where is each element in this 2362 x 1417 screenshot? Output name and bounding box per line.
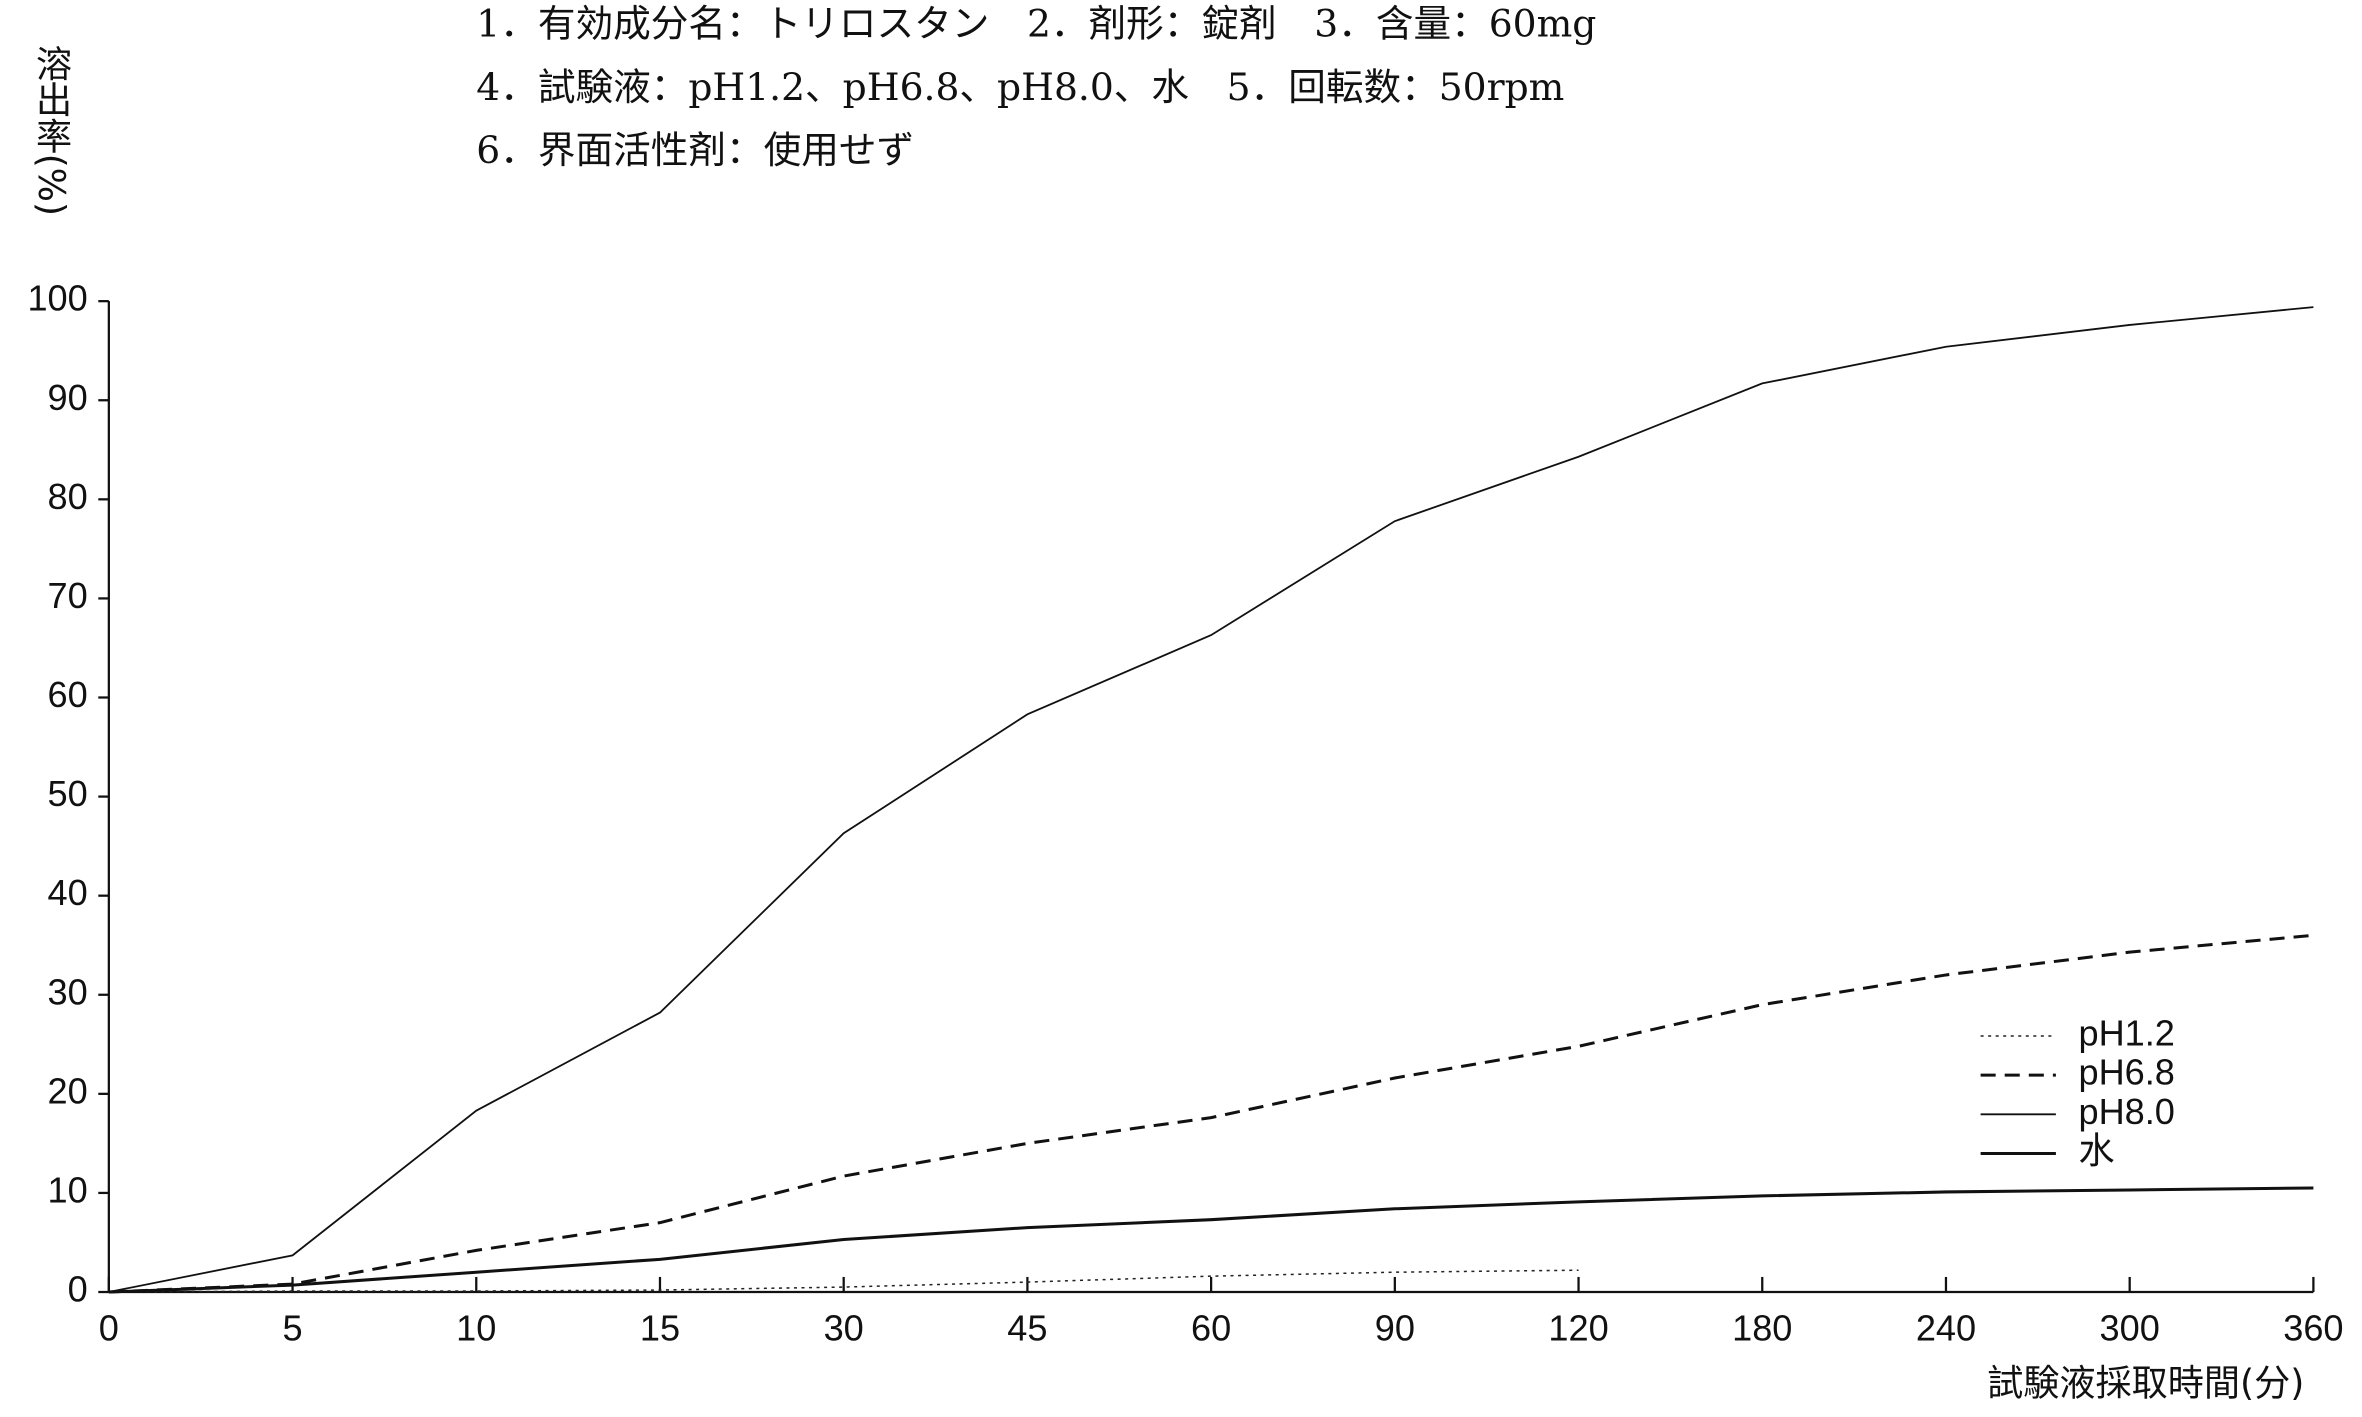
x-axis-label: 試験液採取時間(分)	[1987, 1361, 2304, 1404]
header-line: 1．有効成分名：トリロスタン 2．剤形：錠剤 3．含量：60mg	[476, 2, 1596, 46]
legend-label: 水	[2078, 1130, 2114, 1171]
y-tick-label: 0	[68, 1269, 88, 1310]
x-tick-label: 15	[640, 1308, 680, 1349]
x-tick-label: 5	[283, 1308, 303, 1349]
x-tick-label: 60	[1191, 1308, 1231, 1349]
header-line: 4．試験液：pH1.2、pH6.8、pH8.0、水 5．回転数：50rpm	[476, 65, 1564, 109]
y-axis-label: 溶出率(%)	[30, 45, 73, 216]
x-tick-label: 45	[1007, 1308, 1047, 1349]
y-tick-label: 100	[27, 278, 87, 319]
legend-label: pH8.0	[2078, 1091, 2174, 1132]
series-line	[108, 1186, 2314, 1294]
y-tick-label: 30	[48, 971, 88, 1012]
legend-label: pH6.8	[2078, 1052, 2174, 1093]
series-line	[108, 933, 2314, 1294]
header-line: 6．界面活性剤：使用せず	[476, 128, 914, 172]
y-tick-label: 40	[48, 872, 88, 913]
y-tick-label: 90	[48, 377, 88, 418]
x-tick-label: 180	[1732, 1308, 1792, 1349]
y-tick-label: 10	[48, 1169, 88, 1210]
x-tick-label: 240	[1916, 1308, 1976, 1349]
y-tick-label: 70	[48, 575, 88, 616]
y-tick-label: 50	[48, 773, 88, 814]
x-tick-label: 30	[824, 1308, 864, 1349]
y-tick-label: 20	[48, 1070, 88, 1111]
y-tick-label: 80	[48, 476, 88, 517]
legend-label: pH1.2	[2078, 1013, 2174, 1054]
x-tick-label: 10	[456, 1308, 496, 1349]
x-tick-label: 0	[99, 1308, 119, 1349]
series-line	[108, 306, 2314, 1293]
y-tick-label: 60	[48, 674, 88, 715]
x-tick-label: 360	[2283, 1308, 2343, 1349]
x-tick-label: 300	[2100, 1308, 2160, 1349]
x-tick-label: 120	[1548, 1308, 1608, 1349]
x-tick-label: 90	[1375, 1308, 1415, 1349]
